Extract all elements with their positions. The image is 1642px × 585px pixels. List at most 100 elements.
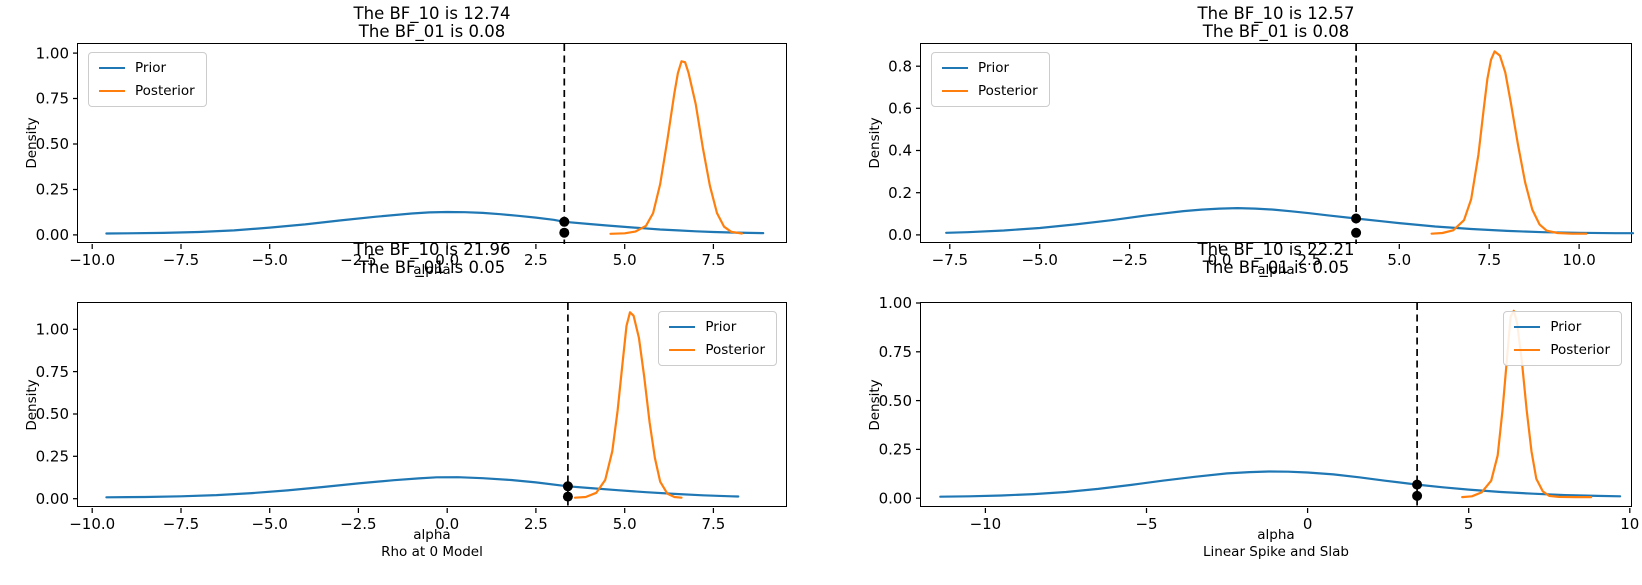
legend-label: Prior <box>1550 319 1582 335</box>
y-tick-label: 0.4 <box>888 142 912 160</box>
x-tick-label: 0.0 <box>435 515 459 533</box>
legend-line-sample <box>942 89 968 93</box>
density-marker <box>1412 479 1423 490</box>
y-tick-label: 0.00 <box>36 226 69 244</box>
title-bf10: The BF_10 is 21.96 <box>353 240 511 259</box>
legend-entry: Prior <box>942 60 1038 76</box>
legend-label: Prior <box>135 60 167 76</box>
legend-entry: Prior <box>99 60 195 76</box>
x-tick-label: 2.5 <box>524 515 548 533</box>
legend-entry: Posterior <box>669 342 765 358</box>
x-tick-label: −5.0 <box>251 251 287 269</box>
y-tick-label: 0.25 <box>36 448 69 466</box>
xlabel-alpha: alpha <box>1257 527 1295 543</box>
legend-line-sample <box>669 348 696 352</box>
plot-area: −10.0 −7.5 −5.0 −2.5 0.0 2.5 5.0 7.5 0.00 0.25 0.5… <box>36 44 765 269</box>
legend: Prior Posterior <box>1503 311 1622 366</box>
x-tick-label: 0 <box>1303 515 1313 533</box>
x-tick-label: 5 <box>1464 515 1474 533</box>
legend: Prior Posterior <box>931 52 1050 107</box>
density-marker <box>1412 490 1423 501</box>
xlabel-model-name: Linear Spike and Slab <box>1203 544 1349 560</box>
x-tick-label: 2.5 <box>1297 251 1321 269</box>
y-axis-label: Density <box>867 117 883 169</box>
density-marker <box>1351 227 1362 238</box>
x-tick-label: −7.5 <box>163 515 199 533</box>
prior-curve <box>105 210 765 235</box>
density-marker <box>559 227 570 238</box>
x-tick-label: −2.5 <box>340 251 376 269</box>
title-bf01: The BF_01 is 0.05 <box>1202 258 1350 277</box>
legend-entry: Posterior <box>942 83 1038 99</box>
y-tick-label: 0.25 <box>879 441 912 459</box>
y-tick-label: 0.6 <box>888 100 912 118</box>
y-tick-label: 0.2 <box>888 184 912 202</box>
y-tick-label: 0.50 <box>36 405 69 423</box>
plot-area: −10.0 −7.5 −5.0 −2.5 0.0 2.5 5.0 7.5 0.00 0.25 0.5… <box>36 303 740 533</box>
x-axis-label: alpha <box>921 262 1631 279</box>
y-tick-label: 0.75 <box>36 363 69 381</box>
x-tick-label: −5 <box>1135 515 1157 533</box>
y-tick-label: 0.75 <box>36 90 69 108</box>
legend-entry: Prior <box>669 319 765 335</box>
density-marker <box>562 491 573 502</box>
legend-label: Posterior <box>705 342 765 358</box>
y-tick-label: 0.25 <box>36 181 69 199</box>
x-tick-label: 7.5 <box>701 251 725 269</box>
subplot-title: The BF_10 is 21.96 The BF_01 is 0.05 <box>78 241 786 277</box>
x-tick-label: −10.0 <box>69 515 115 533</box>
subplot-bottom-left: The BF_10 is 21.96 The BF_01 is 0.05 Den… <box>24 241 787 560</box>
x-tick-label: 10.0 <box>1562 251 1595 269</box>
y-tick-label: 0.00 <box>879 489 912 507</box>
x-tick-label: −7.5 <box>163 251 199 269</box>
y-tick-label: 0.75 <box>879 343 912 361</box>
posterior-curve <box>1430 50 1588 235</box>
subplot-bottom-right: The BF_10 is 22.21 The BF_01 is 0.05 Den… <box>867 241 1639 561</box>
y-tick-label: 0.0 <box>888 226 912 244</box>
legend-label: Posterior <box>978 83 1038 99</box>
subplot-top-right: The BF_10 is 12.57 The BF_01 is 0.08 Den… <box>867 5 1635 278</box>
y-tick-label: 0.8 <box>888 57 912 75</box>
prior-curve <box>939 470 1622 498</box>
subplot-title: The BF_10 is 12.57 The BF_01 is 0.08 <box>921 5 1631 41</box>
legend-entry: Prior <box>1514 319 1610 335</box>
title-bf10: The BF_10 is 22.21 <box>1197 240 1355 259</box>
y-tick-label: 0.00 <box>36 490 69 508</box>
x-tick-label: 5.0 <box>613 515 637 533</box>
density-marker <box>559 216 570 227</box>
x-tick-label: 0.0 <box>1208 251 1232 269</box>
x-axis-label: alpha Rho at 0 Model <box>78 527 786 561</box>
subplot-top-left: The BF_10 is 12.74 The BF_01 is 0.08 Den… <box>24 5 787 278</box>
x-tick-label: −10.0 <box>69 251 115 269</box>
title-bf10: The BF_10 is 12.57 <box>1197 4 1355 23</box>
legend-entry: Posterior <box>99 83 195 99</box>
legend-line-sample <box>1514 325 1541 329</box>
x-tick-label: −10 <box>970 515 1002 533</box>
subplot-title: The BF_10 is 12.74 The BF_01 is 0.08 <box>78 5 786 41</box>
x-tick-label: 5.0 <box>613 251 637 269</box>
x-tick-label: 2.5 <box>524 251 548 269</box>
title-bf10: The BF_10 is 12.74 <box>353 4 511 23</box>
legend: Prior Posterior <box>658 311 777 366</box>
x-tick-label: −2.5 <box>1111 251 1147 269</box>
subplot-title: The BF_10 is 22.21 The BF_01 is 0.05 <box>921 241 1631 277</box>
xlabel-alpha: alpha <box>1257 262 1295 278</box>
x-tick-label: 10 <box>1620 515 1639 533</box>
legend-line-sample <box>942 66 968 70</box>
x-tick-label: −7.5 <box>932 251 968 269</box>
x-axis-label: alpha Linear Spike and Slab <box>921 527 1631 561</box>
x-tick-label: 7.5 <box>1477 251 1501 269</box>
density-marker <box>1351 213 1362 224</box>
legend-label: Prior <box>705 319 737 335</box>
x-tick-label: 0.0 <box>435 251 459 269</box>
legend-label: Prior <box>978 60 1010 76</box>
x-axis-label: alpha <box>78 262 786 279</box>
posterior-curve <box>573 311 683 499</box>
title-bf01: The BF_01 is 0.05 <box>358 258 506 277</box>
legend-label: Posterior <box>1550 342 1610 358</box>
legend-line-sample <box>1514 348 1541 352</box>
legend-line-sample <box>99 66 125 70</box>
x-tick-label: −2.5 <box>340 515 376 533</box>
legend-label: Posterior <box>135 83 195 99</box>
